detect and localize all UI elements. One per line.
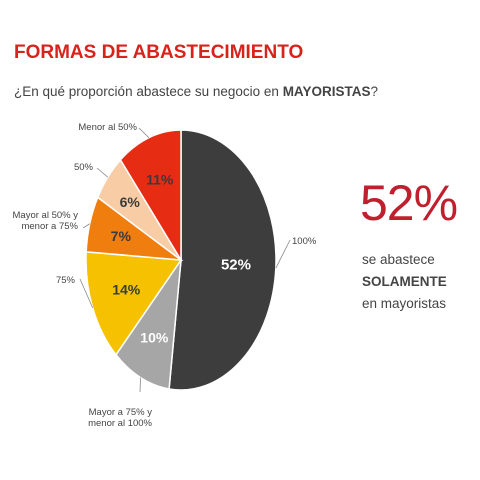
slice-category-labels: 100% Mayor a 75% y menor al 100% 75% Mayor a… (13, 122, 317, 429)
leader-line (138, 127, 150, 138)
slice-value-label: 52% (221, 257, 251, 274)
leader-line (79, 278, 94, 309)
leader-line (82, 223, 90, 229)
question-bold: MAYORISTAS (282, 84, 371, 99)
slice-category-label: 75% (56, 275, 76, 286)
pie-slice (168, 129, 277, 391)
leader-line (96, 167, 109, 178)
pie-slices (85, 129, 277, 391)
question-suffix: ? (370, 84, 378, 99)
slice-value-label: 10% (140, 330, 169, 346)
highlight-caption-line2: SOLAMENTE (362, 274, 447, 289)
leader-line (139, 377, 141, 393)
slice-value-labels: 52% 10% 14% 7% 6% 11% (111, 171, 251, 345)
slice-category-label: 50% (74, 162, 94, 173)
slice-value-label: 11% (146, 171, 174, 187)
slice-value-label: 6% (120, 194, 141, 210)
highlight-percentage: 52% (360, 175, 458, 231)
highlight-caption-line1: se abastece (362, 252, 435, 267)
slice-category-label: Menor al 50% (78, 122, 137, 133)
chart-title: FORMAS DE ABASTECIMIENTO (14, 42, 304, 63)
leader-line (275, 239, 291, 269)
pie-slice (119, 129, 182, 263)
slice-category-label: Mayor a 75% y menor al 100% (88, 407, 152, 429)
slice-category-label: 100% (292, 236, 317, 247)
slice-value-label: 7% (111, 228, 132, 244)
highlight-caption-line3: en mayoristas (362, 296, 447, 311)
chart-question: ¿En qué proporción abastece su negocio e… (14, 84, 378, 99)
leader-lines (79, 127, 291, 393)
slice-value-label: 14% (112, 282, 141, 298)
question-prefix: ¿En qué proporción abastece su negocio e… (14, 84, 283, 99)
slice-category-label: Mayor al 50% y menor a 75% (13, 210, 79, 232)
pie-slice (115, 257, 183, 390)
